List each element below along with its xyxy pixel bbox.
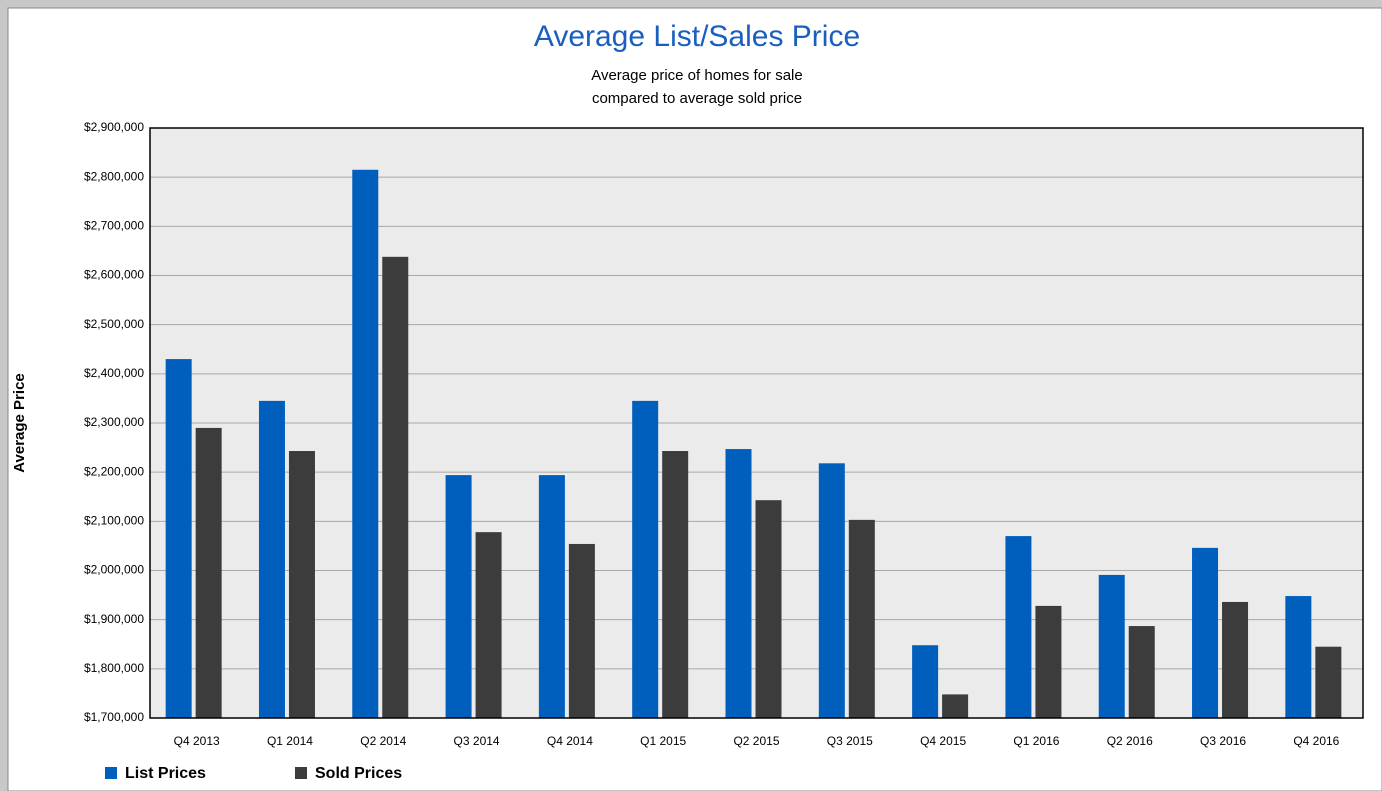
x-tick-label: Q1 2015 [640, 734, 686, 748]
bar [662, 451, 689, 718]
bar [632, 400, 659, 718]
bar [848, 519, 875, 718]
x-tick-label: Q1 2014 [267, 734, 313, 748]
legend-swatch [105, 767, 117, 779]
y-tick-label: $2,500,000 [84, 317, 144, 331]
chart-subtitle: compared to average sold price [592, 90, 802, 107]
x-tick-label: Q4 2013 [174, 734, 220, 748]
bar [755, 500, 782, 718]
y-tick-label: $2,100,000 [84, 514, 144, 528]
bar [1098, 574, 1125, 718]
x-tick-label: Q2 2014 [360, 734, 406, 748]
bar [912, 645, 939, 718]
y-tick-label: $2,300,000 [84, 415, 144, 429]
bar [1128, 626, 1155, 718]
x-tick-label: Q2 2015 [733, 734, 779, 748]
x-tick-label: Q4 2016 [1293, 734, 1339, 748]
bar [382, 256, 409, 718]
y-tick-label: $2,600,000 [84, 268, 144, 282]
y-axis-title: Average Price [11, 373, 28, 473]
bar [165, 359, 192, 718]
bar [538, 475, 565, 718]
bar [725, 449, 752, 718]
bar [942, 694, 969, 718]
chart-subtitle: Average price of homes for sale [591, 67, 803, 84]
y-tick-label: $1,700,000 [84, 710, 144, 724]
y-tick-label: $2,800,000 [84, 169, 144, 183]
bar [1005, 536, 1032, 718]
y-tick-label: $2,400,000 [84, 366, 144, 380]
x-tick-label: Q1 2016 [1013, 734, 1059, 748]
chart-title: Average List/Sales Price [534, 20, 860, 53]
y-tick-label: $2,700,000 [84, 219, 144, 233]
y-tick-label: $1,900,000 [84, 612, 144, 626]
bar [568, 543, 595, 718]
y-tick-label: $2,000,000 [84, 563, 144, 577]
bar [288, 451, 315, 718]
bar [1315, 646, 1342, 718]
x-tick-label: Q3 2015 [827, 734, 873, 748]
bar [475, 532, 502, 718]
x-tick-label: Q4 2014 [547, 734, 593, 748]
y-tick-label: $2,200,000 [84, 464, 144, 478]
x-tick-label: Q3 2014 [454, 734, 500, 748]
legend-label: Sold Prices [315, 765, 402, 782]
x-tick-label: Q4 2015 [920, 734, 966, 748]
y-tick-label: $1,800,000 [84, 661, 144, 675]
bar [195, 427, 222, 718]
bar [818, 463, 845, 718]
bar [1285, 596, 1312, 718]
legend-swatch [295, 767, 307, 779]
plot-border [149, 127, 1364, 719]
bar [258, 400, 285, 718]
bar [352, 169, 379, 718]
x-tick-label: Q2 2016 [1107, 734, 1153, 748]
bar [1035, 605, 1062, 718]
bar [445, 475, 472, 718]
bar [1222, 601, 1249, 718]
y-tick-label: $2,900,000 [84, 120, 144, 134]
bar [1192, 547, 1219, 718]
x-tick-label: Q3 2016 [1200, 734, 1246, 748]
legend-label: List Prices [125, 765, 206, 782]
